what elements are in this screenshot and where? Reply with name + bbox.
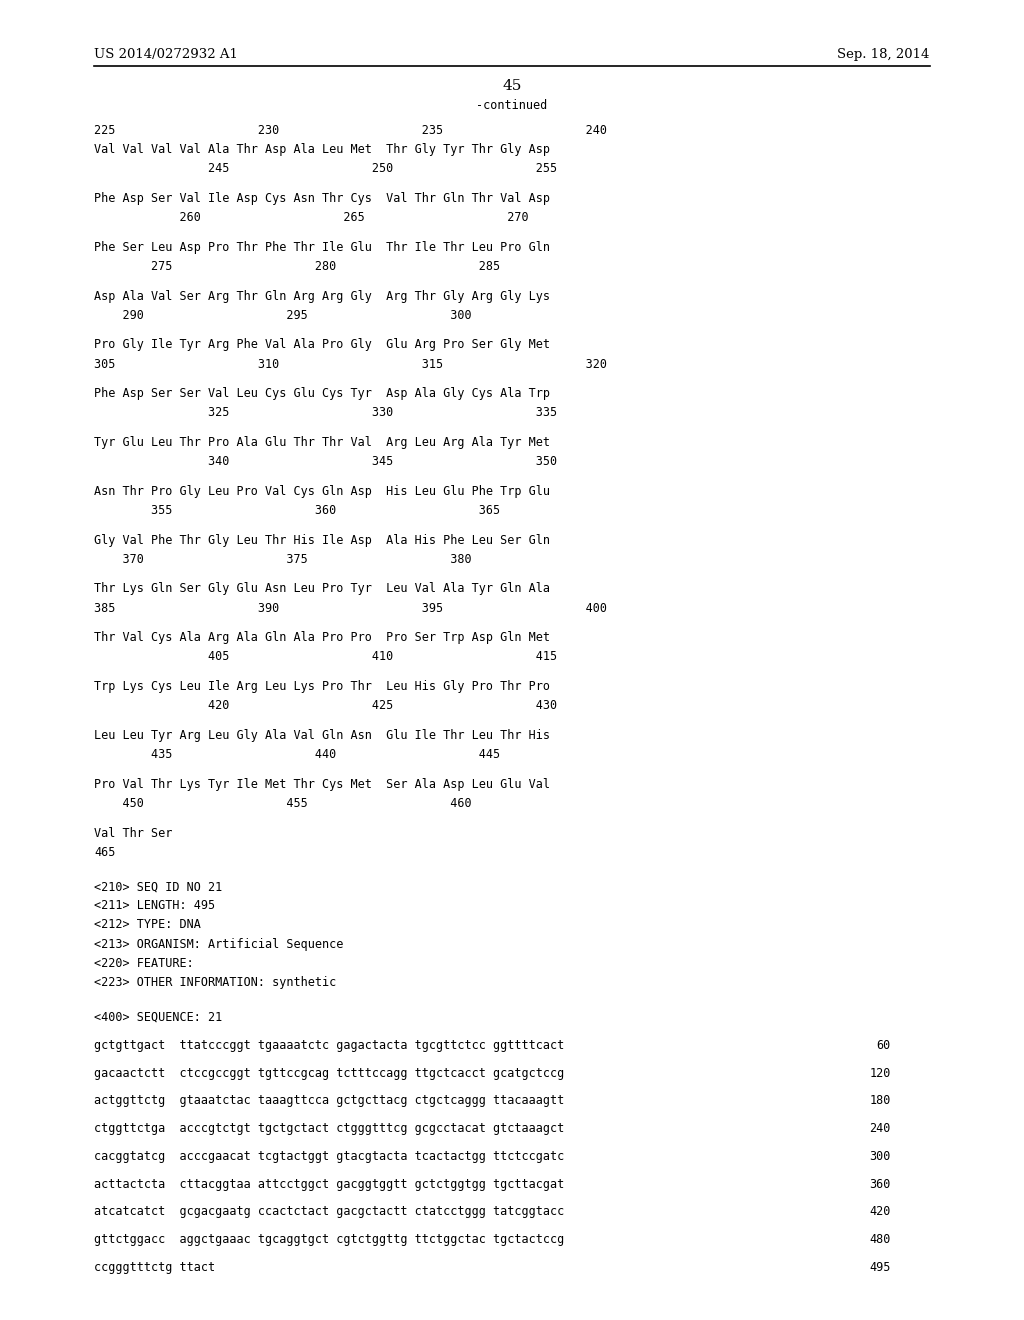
Text: 465: 465 [94, 846, 116, 858]
Text: gctgttgact  ttatcccggt tgaaaatctc gagactacta tgcgttctcc ggttttcact: gctgttgact ttatcccggt tgaaaatctc gagacta… [94, 1039, 564, 1052]
Text: Tyr Glu Leu Thr Pro Ala Glu Thr Thr Val  Arg Leu Arg Ala Tyr Met: Tyr Glu Leu Thr Pro Ala Glu Thr Thr Val … [94, 436, 550, 449]
Text: <210> SEQ ID NO 21: <210> SEQ ID NO 21 [94, 880, 222, 894]
Text: Thr Lys Gln Ser Gly Glu Asn Leu Pro Tyr  Leu Val Ala Tyr Gln Ala: Thr Lys Gln Ser Gly Glu Asn Leu Pro Tyr … [94, 582, 550, 595]
Text: 405                    410                    415: 405 410 415 [94, 651, 557, 664]
Text: 60: 60 [877, 1039, 891, 1052]
Text: Pro Val Thr Lys Tyr Ile Met Thr Cys Met  Ser Ala Asp Leu Glu Val: Pro Val Thr Lys Tyr Ile Met Thr Cys Met … [94, 777, 550, 791]
Text: 325                    330                    335: 325 330 335 [94, 407, 557, 420]
Text: 355                    360                    365: 355 360 365 [94, 504, 501, 517]
Text: Thr Val Cys Ala Arg Ala Gln Ala Pro Pro  Pro Ser Trp Asp Gln Met: Thr Val Cys Ala Arg Ala Gln Ala Pro Pro … [94, 631, 550, 644]
Text: 450                    455                    460: 450 455 460 [94, 797, 472, 810]
Text: ctggttctga  acccgtctgt tgctgctact ctgggtttcg gcgcctacat gtctaaagct: ctggttctga acccgtctgt tgctgctact ctgggtt… [94, 1122, 564, 1135]
Text: 340                    345                    350: 340 345 350 [94, 455, 557, 469]
Text: 260                    265                    270: 260 265 270 [94, 211, 528, 224]
Text: US 2014/0272932 A1: US 2014/0272932 A1 [94, 48, 239, 61]
Text: 290                    295                    300: 290 295 300 [94, 309, 472, 322]
Text: atcatcatct  gcgacgaatg ccactctact gacgctactt ctatcctggg tatcggtacc: atcatcatct gcgacgaatg ccactctact gacgcta… [94, 1205, 564, 1218]
Text: Gly Val Phe Thr Gly Leu Thr His Ile Asp  Ala His Phe Leu Ser Gln: Gly Val Phe Thr Gly Leu Thr His Ile Asp … [94, 533, 550, 546]
Text: Val Thr Ser: Val Thr Ser [94, 826, 173, 840]
Text: 300: 300 [869, 1150, 891, 1163]
Text: Leu Leu Tyr Arg Leu Gly Ala Val Gln Asn  Glu Ile Thr Leu Thr His: Leu Leu Tyr Arg Leu Gly Ala Val Gln Asn … [94, 729, 550, 742]
Text: 305                    310                    315                    320: 305 310 315 320 [94, 358, 607, 371]
Text: 385                    390                    395                    400: 385 390 395 400 [94, 602, 607, 615]
Text: Phe Ser Leu Asp Pro Thr Phe Thr Ile Glu  Thr Ile Thr Leu Pro Gln: Phe Ser Leu Asp Pro Thr Phe Thr Ile Glu … [94, 240, 550, 253]
Text: 120: 120 [869, 1067, 891, 1080]
Text: Asp Ala Val Ser Arg Thr Gln Arg Arg Gly  Arg Thr Gly Arg Gly Lys: Asp Ala Val Ser Arg Thr Gln Arg Arg Gly … [94, 289, 550, 302]
Text: <220> FEATURE:: <220> FEATURE: [94, 957, 194, 970]
Text: acttactcta  cttacggtaa attcctggct gacggtggtt gctctggtgg tgcttacgat: acttactcta cttacggtaa attcctggct gacggtg… [94, 1177, 564, 1191]
Text: 480: 480 [869, 1233, 891, 1246]
Text: 225                    230                    235                    240: 225 230 235 240 [94, 124, 607, 137]
Text: 180: 180 [869, 1094, 891, 1107]
Text: actggttctg  gtaaatctac taaagttcca gctgcttacg ctgctcaggg ttacaaagtt: actggttctg gtaaatctac taaagttcca gctgctt… [94, 1094, 564, 1107]
Text: Phe Asp Ser Ser Val Leu Cys Glu Cys Tyr  Asp Ala Gly Cys Ala Trp: Phe Asp Ser Ser Val Leu Cys Glu Cys Tyr … [94, 387, 550, 400]
Text: 420                    425                    430: 420 425 430 [94, 700, 557, 713]
Text: 420: 420 [869, 1205, 891, 1218]
Text: Asn Thr Pro Gly Leu Pro Val Cys Gln Asp  His Leu Glu Phe Trp Glu: Asn Thr Pro Gly Leu Pro Val Cys Gln Asp … [94, 484, 550, 498]
Text: <212> TYPE: DNA: <212> TYPE: DNA [94, 919, 201, 932]
Text: 275                    280                    285: 275 280 285 [94, 260, 501, 273]
Text: 245                    250                    255: 245 250 255 [94, 162, 557, 176]
Text: Sep. 18, 2014: Sep. 18, 2014 [838, 48, 930, 61]
Text: gttctggacc  aggctgaaac tgcaggtgct cgtctggttg ttctggctac tgctactccg: gttctggacc aggctgaaac tgcaggtgct cgtctgg… [94, 1233, 564, 1246]
Text: 370                    375                    380: 370 375 380 [94, 553, 472, 566]
Text: gacaactctt  ctccgccggt tgttccgcag tctttccagg ttgctcacct gcatgctccg: gacaactctt ctccgccggt tgttccgcag tctttcc… [94, 1067, 564, 1080]
Text: 45: 45 [503, 79, 521, 94]
Text: <400> SEQUENCE: 21: <400> SEQUENCE: 21 [94, 1010, 222, 1023]
Text: 435                    440                    445: 435 440 445 [94, 748, 501, 762]
Text: <211> LENGTH: 495: <211> LENGTH: 495 [94, 899, 215, 912]
Text: 495: 495 [869, 1261, 891, 1274]
Text: <213> ORGANISM: Artificial Sequence: <213> ORGANISM: Artificial Sequence [94, 937, 344, 950]
Text: <223> OTHER INFORMATION: synthetic: <223> OTHER INFORMATION: synthetic [94, 975, 337, 989]
Text: 240: 240 [869, 1122, 891, 1135]
Text: Trp Lys Cys Leu Ile Arg Leu Lys Pro Thr  Leu His Gly Pro Thr Pro: Trp Lys Cys Leu Ile Arg Leu Lys Pro Thr … [94, 680, 550, 693]
Text: Phe Asp Ser Val Ile Asp Cys Asn Thr Cys  Val Thr Gln Thr Val Asp: Phe Asp Ser Val Ile Asp Cys Asn Thr Cys … [94, 191, 550, 205]
Text: cacggtatcg  acccgaacat tcgtactggt gtacgtacta tcactactgg ttctccgatc: cacggtatcg acccgaacat tcgtactggt gtacgta… [94, 1150, 564, 1163]
Text: -continued: -continued [476, 99, 548, 112]
Text: Val Val Val Val Ala Thr Asp Ala Leu Met  Thr Gly Tyr Thr Gly Asp: Val Val Val Val Ala Thr Asp Ala Leu Met … [94, 143, 550, 156]
Text: 360: 360 [869, 1177, 891, 1191]
Text: Pro Gly Ile Tyr Arg Phe Val Ala Pro Gly  Glu Arg Pro Ser Gly Met: Pro Gly Ile Tyr Arg Phe Val Ala Pro Gly … [94, 338, 550, 351]
Text: ccgggtttctg ttact: ccgggtttctg ttact [94, 1261, 215, 1274]
